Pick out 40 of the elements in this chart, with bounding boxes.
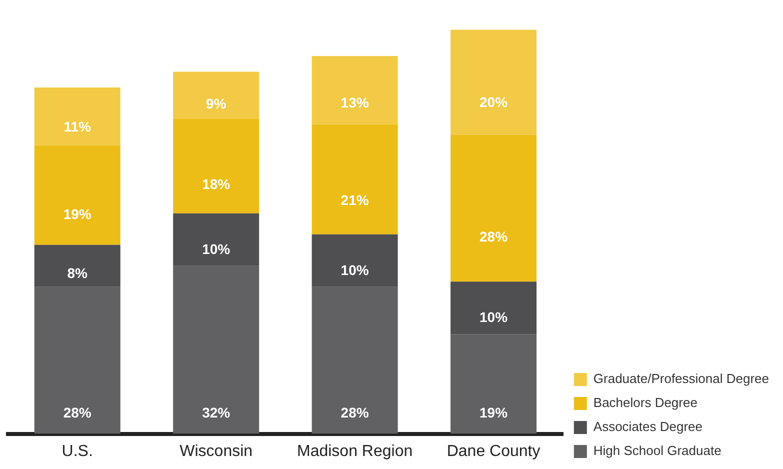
data-label: 13%	[340, 94, 370, 111]
data-label: 32%	[202, 404, 231, 421]
x-tick-label: Dane County	[446, 442, 540, 460]
x-tick-label: U.S.	[62, 442, 93, 460]
data-label: 21%	[340, 192, 370, 208]
data-label: 8%	[67, 265, 88, 282]
data-label: 10%	[202, 240, 231, 257]
legend-label: Graduate/Professional Degree	[593, 371, 770, 386]
bar	[173, 118, 260, 214]
bar	[173, 266, 260, 434]
bar	[450, 30, 537, 135]
data-label: 19%	[63, 206, 92, 222]
legend-label: Associates Degree	[593, 419, 703, 434]
bar	[34, 244, 120, 287]
bar	[312, 286, 398, 434]
data-label: 19%	[480, 404, 508, 421]
bar	[34, 286, 120, 434]
bar	[450, 334, 537, 434]
bar	[450, 282, 537, 334]
data-label: 18%	[202, 176, 231, 192]
data-label: 20%	[480, 94, 508, 110]
bar	[173, 213, 260, 266]
bar	[312, 124, 398, 234]
data-label: 9%	[206, 96, 227, 112]
bar	[312, 56, 398, 124]
bar	[173, 72, 260, 119]
bar	[450, 134, 537, 282]
x-tick-label: Madison Region	[297, 442, 413, 460]
legend-label: Bachelors Degree	[593, 395, 698, 410]
bar	[34, 145, 120, 245]
data-label: 28%	[340, 404, 370, 421]
data-label: 11%	[64, 118, 92, 135]
x-tick-label: Wisconsin	[180, 442, 253, 460]
legend-label: High School Graduate	[593, 443, 722, 458]
bar	[312, 234, 398, 287]
bar	[34, 87, 120, 146]
data-label: 28%	[63, 404, 92, 421]
data-label: 10%	[340, 262, 370, 278]
data-label: 28%	[480, 228, 508, 244]
data-label: 10%	[480, 309, 508, 326]
